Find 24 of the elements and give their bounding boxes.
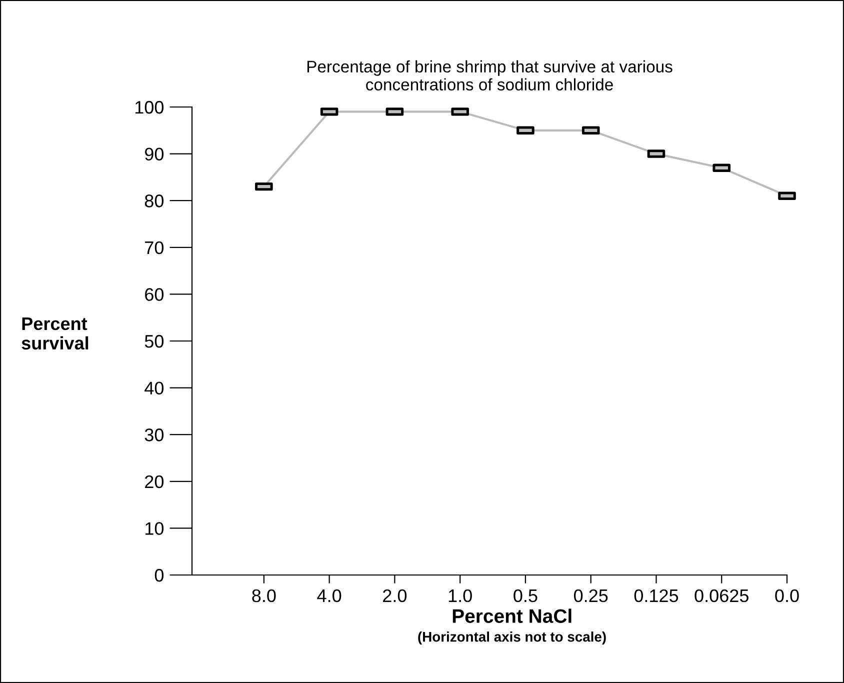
x-tick-label: 0.0 [775,589,799,602]
x-tick-label: 0.25 [574,589,608,602]
y-tick-label: 60 [145,288,164,301]
y-tick-label: 50 [144,334,164,348]
y-axis-title: Percent survival [22,318,88,350]
x-tick-label: 1.0 [448,589,472,602]
y-tick-label: 40 [144,382,164,395]
y-tick-label: 70 [145,241,164,254]
text: (Horizontal axis not to scale) [418,632,606,644]
x-tick-label: 4.0 [317,589,342,602]
chart-title: Percentage of brine shrimp that survive at various concentrations of sodium chloride [307,60,672,90]
x-tick-label: 0.0625 [694,589,748,602]
y-tick-label: 90 [144,148,164,161]
x-tick-label: 2.0 [383,589,407,602]
y-tick-label: 20 [145,475,164,488]
x-axis-title: Percent NaCl [452,608,572,623]
x-tick-label: 0.5 [514,589,538,602]
y-tick-label: 0 [154,568,164,582]
y-tick-label: 10 [146,522,164,535]
y-tick-label: 100 [135,100,164,114]
x-tick-label: 8.0 [252,589,276,602]
y-tick-label: 30 [144,428,164,442]
x-tick-label: 0.125 [634,589,678,602]
y-tick-label: 80 [144,194,164,208]
